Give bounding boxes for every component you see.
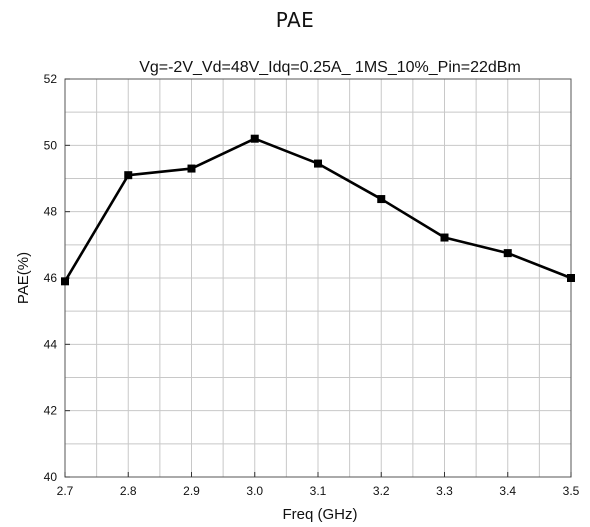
x-tick-label: 3.1 bbox=[310, 484, 327, 498]
x-tick-label: 3.0 bbox=[246, 484, 263, 498]
data-point-marker bbox=[377, 195, 386, 204]
grid bbox=[65, 79, 571, 477]
y-tick-label: 50 bbox=[44, 138, 58, 152]
x-tick-label: 2.7 bbox=[57, 484, 74, 498]
data-point-marker bbox=[567, 274, 575, 282]
y-tick-label: 40 bbox=[44, 470, 58, 484]
data-point-marker bbox=[503, 249, 512, 258]
y-axis-label: PAE(%) bbox=[15, 252, 32, 304]
x-tick-label: 2.8 bbox=[120, 484, 137, 498]
y-tick-label: 48 bbox=[44, 205, 58, 219]
data-point-marker bbox=[124, 171, 133, 180]
data-point-marker bbox=[187, 164, 196, 173]
y-axis: 40 42 44 46 48 50 52 bbox=[44, 72, 70, 484]
y-tick-label: 44 bbox=[44, 337, 58, 351]
x-tick-label: 3.5 bbox=[563, 484, 580, 498]
chart-title: Vg=-2V_Vd=48V_Idq=0.25A_ 1MS_10%_Pin=22d… bbox=[139, 59, 521, 76]
x-tick-label: 3.4 bbox=[499, 484, 516, 498]
x-axis: 2.7 2.8 2.9 3.0 3.1 3.2 3.3 3.4 3.5 bbox=[57, 472, 580, 498]
data-point-marker bbox=[440, 233, 449, 242]
page-title: PAE bbox=[275, 8, 315, 32]
series bbox=[61, 134, 575, 286]
x-axis-label: Freq (GHz) bbox=[283, 506, 358, 523]
data-point-marker bbox=[61, 277, 69, 286]
data-point-marker bbox=[314, 159, 322, 168]
x-tick-label: 3.3 bbox=[436, 484, 453, 498]
y-tick-label: 52 bbox=[44, 72, 58, 86]
y-tick-label: 46 bbox=[44, 271, 58, 285]
x-tick-label: 3.2 bbox=[373, 484, 390, 498]
x-tick-label: 2.9 bbox=[183, 484, 200, 498]
data-point-marker bbox=[250, 134, 259, 143]
y-tick-label: 42 bbox=[44, 404, 58, 418]
